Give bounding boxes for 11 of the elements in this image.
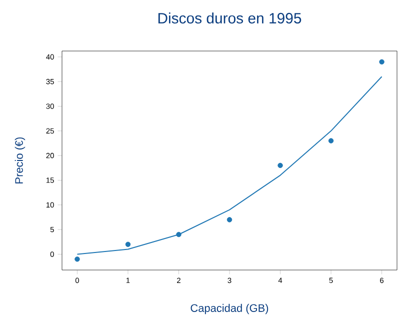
- point: [328, 138, 334, 144]
- y-axis-title: Precio (€): [14, 137, 26, 184]
- chart-title: Discos duros en 1995: [158, 12, 302, 24]
- x-axis-title: Capacidad (GB): [190, 304, 268, 314]
- point: [74, 256, 80, 262]
- point: [379, 59, 384, 64]
- point: [176, 232, 182, 238]
- point: [125, 242, 131, 247]
- point: [226, 217, 232, 222]
- point: [278, 162, 283, 168]
- line-series: [76, 76, 382, 255]
